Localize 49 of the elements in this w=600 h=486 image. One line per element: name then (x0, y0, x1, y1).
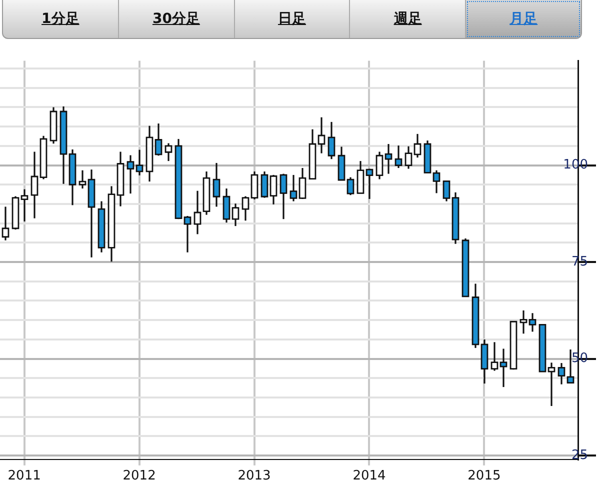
candlestick (154, 122, 162, 156)
candlestick (2, 206, 10, 242)
candlestick (366, 168, 374, 200)
candlestick (384, 143, 392, 175)
candlestick (136, 149, 144, 176)
candlestick (346, 176, 354, 196)
candlestick (356, 160, 364, 194)
candlestick (290, 174, 298, 202)
candlestick (558, 362, 566, 386)
x-tick-label: 2011 (8, 468, 41, 484)
candlestick (250, 170, 258, 200)
candlestick (490, 341, 498, 372)
candlestick (20, 188, 28, 222)
candlestick (432, 170, 440, 194)
x-tick-label: 2012 (122, 468, 156, 484)
candlestick (394, 144, 402, 169)
candlestick (328, 121, 336, 160)
candlestick (528, 312, 536, 332)
candlestick (404, 146, 412, 170)
text: 月足 (466, 0, 581, 38)
candlestick (414, 133, 422, 158)
candlestick (520, 310, 528, 334)
text: 週足 (350, 0, 466, 38)
candlestick (280, 173, 288, 220)
candlestick (194, 190, 202, 235)
candlestick (376, 150, 384, 180)
text: 30分足 (118, 0, 235, 38)
candlestick (232, 202, 240, 227)
x-tick-label: 2013 (238, 468, 271, 484)
candlestick (260, 170, 268, 199)
candlestick (500, 348, 508, 388)
x-tick-label: 2015 (468, 468, 501, 484)
candlestick (78, 170, 86, 190)
x-tick-label: 2014 (352, 468, 386, 484)
candlestick (318, 116, 326, 154)
text: 1分足 (3, 0, 119, 38)
candlestick (164, 142, 172, 162)
candlestick (126, 154, 134, 194)
candlestick (184, 215, 192, 254)
candlestick (222, 188, 230, 224)
candlestick (566, 348, 574, 384)
candlestick (242, 195, 250, 222)
candlestick (548, 362, 556, 407)
candlestick (212, 162, 220, 208)
candlestick (442, 180, 450, 202)
candlestick (270, 174, 278, 206)
candlestick (298, 167, 306, 200)
candlestick (30, 150, 38, 220)
text: 日足 (234, 0, 350, 38)
